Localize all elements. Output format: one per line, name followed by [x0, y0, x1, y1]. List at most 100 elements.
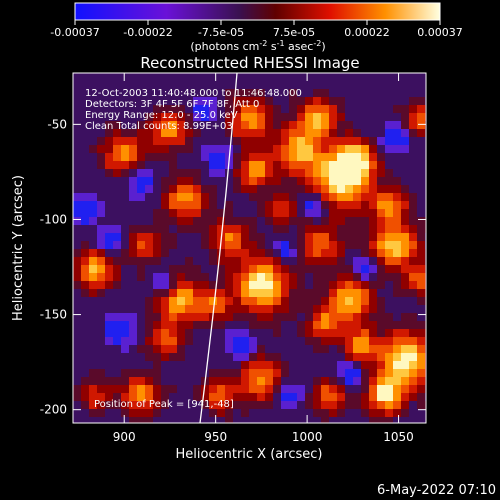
heatmap-cell	[321, 113, 329, 121]
heatmap-cell	[193, 113, 201, 121]
heatmap-cell	[73, 169, 81, 177]
heatmap-cell	[345, 305, 353, 313]
y-tick-label: -150	[40, 308, 67, 322]
heatmap-cell	[153, 153, 161, 161]
heatmap-cell	[97, 249, 105, 257]
heatmap-cell	[249, 137, 257, 145]
heatmap-cell	[145, 385, 153, 393]
heatmap-cell	[153, 361, 161, 369]
heatmap-cell	[129, 97, 137, 105]
heatmap-cell	[305, 281, 313, 289]
heatmap-cell	[121, 89, 129, 97]
heatmap-cell	[361, 345, 369, 353]
heatmap-cell	[313, 257, 321, 265]
heatmap-cell	[185, 81, 193, 89]
heatmap-cell	[113, 321, 121, 329]
heatmap-cell	[289, 233, 297, 241]
heatmap-cell	[377, 361, 385, 369]
heatmap-cell	[81, 409, 89, 417]
heatmap-cell	[97, 233, 105, 241]
heatmap-cell	[361, 249, 369, 257]
heatmap-cell	[257, 321, 265, 329]
heatmap-cell	[257, 385, 265, 393]
heatmap-cell	[177, 129, 185, 137]
heatmap-cell	[217, 89, 225, 97]
heatmap-cell	[177, 409, 185, 417]
heatmap-cell	[249, 353, 257, 361]
heatmap-cell	[273, 161, 281, 169]
heatmap-cell	[105, 185, 113, 193]
heatmap-cell	[361, 97, 369, 105]
heatmap-cell	[137, 105, 145, 113]
heatmap-cell	[265, 265, 273, 273]
heatmap-cell	[345, 313, 353, 321]
heatmap-cell	[73, 249, 81, 257]
heatmap-cell	[353, 353, 361, 361]
heatmap-cell	[321, 121, 329, 129]
heatmap-cell	[257, 257, 265, 265]
heatmap-cell	[401, 313, 409, 321]
heatmap-cell	[193, 337, 201, 345]
heatmap-cell	[161, 201, 169, 209]
heatmap-cell	[145, 361, 153, 369]
heatmap-cell	[353, 401, 361, 409]
heatmap-cell	[105, 137, 113, 145]
heatmap-cell	[97, 153, 105, 161]
heatmap-cell	[297, 129, 305, 137]
heatmap-cell	[265, 145, 273, 153]
heatmap-cell	[121, 337, 129, 345]
heatmap-cell	[329, 329, 337, 337]
heatmap-cell	[377, 153, 385, 161]
heatmap-cell	[337, 393, 345, 401]
heatmap-cell	[121, 257, 129, 265]
heatmap-cell	[145, 329, 153, 337]
heatmap-cell	[297, 225, 305, 233]
heatmap-cell	[153, 313, 161, 321]
heatmap-cell	[329, 177, 337, 185]
heatmap-cell	[153, 353, 161, 361]
heatmap-cell	[297, 377, 305, 385]
heatmap-cell	[105, 225, 113, 233]
heatmap-cell	[337, 329, 345, 337]
heatmap-cell	[177, 377, 185, 385]
heatmap-cell	[105, 233, 113, 241]
heatmap-cell	[145, 121, 153, 129]
heatmap-cell	[97, 345, 105, 353]
heatmap-cell	[281, 153, 289, 161]
heatmap-cell	[361, 273, 369, 281]
heatmap-cell	[345, 145, 353, 153]
heatmap-cell	[417, 393, 425, 401]
heatmap-cell	[161, 153, 169, 161]
heatmap-cell	[265, 353, 273, 361]
heatmap-cell	[185, 345, 193, 353]
heatmap-cell	[169, 289, 177, 297]
heatmap-cell	[89, 97, 97, 105]
heatmap-cell	[145, 153, 153, 161]
heatmap-cell	[153, 201, 161, 209]
heatmap-cell	[385, 409, 393, 417]
heatmap-cell	[401, 417, 409, 423]
heatmap-cell	[73, 145, 81, 153]
heatmap-cell	[281, 297, 289, 305]
heatmap-cell	[313, 169, 321, 177]
heatmap-cell	[305, 145, 313, 153]
heatmap-cell	[145, 369, 153, 377]
heatmap-cell	[337, 137, 345, 145]
heatmap-cell	[129, 385, 137, 393]
heatmap-cell	[257, 297, 265, 305]
heatmap-cell	[393, 281, 401, 289]
heatmap-cell	[329, 289, 337, 297]
heatmap-cell	[313, 209, 321, 217]
heatmap-cell	[193, 97, 201, 105]
heatmap-cell	[121, 145, 129, 153]
heatmap-cell	[265, 225, 273, 233]
heatmap-cell	[193, 201, 201, 209]
heatmap-cell	[377, 369, 385, 377]
heatmap-cell	[81, 377, 89, 385]
heatmap-cell	[337, 193, 345, 201]
heatmap-cell	[305, 105, 313, 113]
heatmap-cell	[177, 185, 185, 193]
heatmap-cell	[177, 209, 185, 217]
heatmap-cell	[281, 249, 289, 257]
heatmap-cell	[209, 105, 217, 113]
